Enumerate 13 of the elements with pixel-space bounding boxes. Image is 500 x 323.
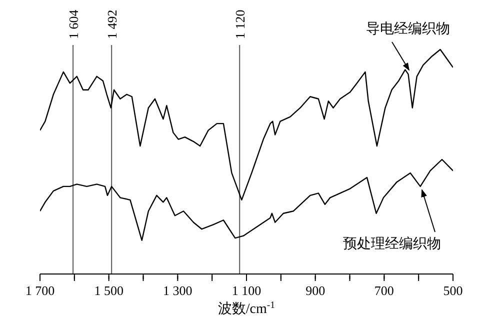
x-tick-label: 500 [443, 283, 463, 298]
x-tick-label: 1 300 [163, 283, 192, 298]
x-tick-label: 900 [306, 283, 326, 298]
x-tick-label: 1 100 [232, 283, 262, 298]
x-tick-label: 1 500 [94, 283, 124, 298]
ref-line-label: 1 492 [104, 10, 120, 39]
ref-line-label: 1 120 [232, 10, 248, 39]
text: 预处理经编织物 [343, 236, 441, 252]
x-tick-label: 700 [374, 283, 394, 298]
ref-line-label: 1 604 [66, 9, 82, 39]
series-label: 导电经编织物 [366, 21, 450, 37]
x-axis-title: 波数/cm$^{-1}$ [218, 300, 276, 317]
x-tick-label: 1 700 [25, 283, 55, 298]
